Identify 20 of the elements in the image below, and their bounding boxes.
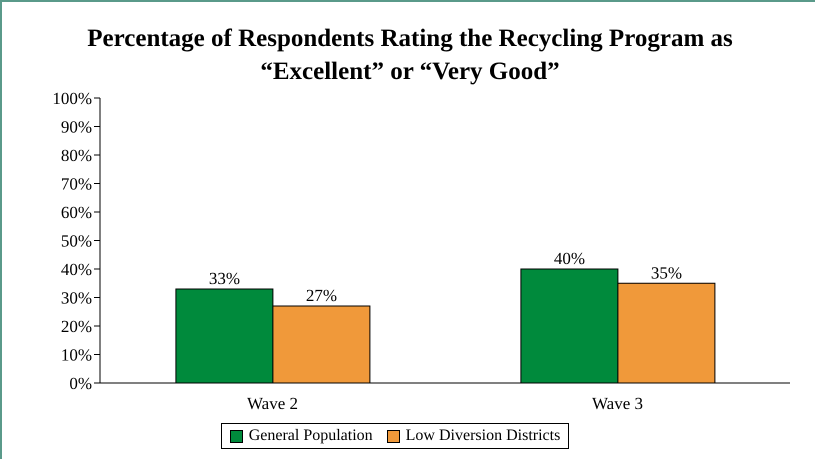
data-label: 35% [650,263,682,282]
y-tick-label: 20% [60,317,92,336]
y-tick-label: 60% [60,203,92,222]
data-label: 40% [554,249,585,268]
y-tick-label: 100% [52,89,92,108]
y-tick-label: 90% [60,118,92,137]
y-tick-label: 10% [60,346,92,365]
x-tick-label: Wave 3 [592,394,644,414]
y-tick-label: 0% [69,374,92,394]
x-tick-label: Wave 2 [246,394,298,414]
y-tick-label: 50% [60,232,92,251]
y-tick-label: 40% [60,260,92,280]
chart-title: Percentage of Respondents Rating the Recycling Program as “Excellent” or “Very Good” [86,24,734,87]
y-tick-label: 30% [60,288,92,308]
data-label: 27% [306,286,337,306]
y-tick-label: 80% [60,146,92,166]
data-label: 33% [208,268,240,288]
legend-label: Low Diversion Districts [404,427,560,445]
y-tick-label: 70% [60,174,92,194]
legend-label: General Population [248,427,373,445]
